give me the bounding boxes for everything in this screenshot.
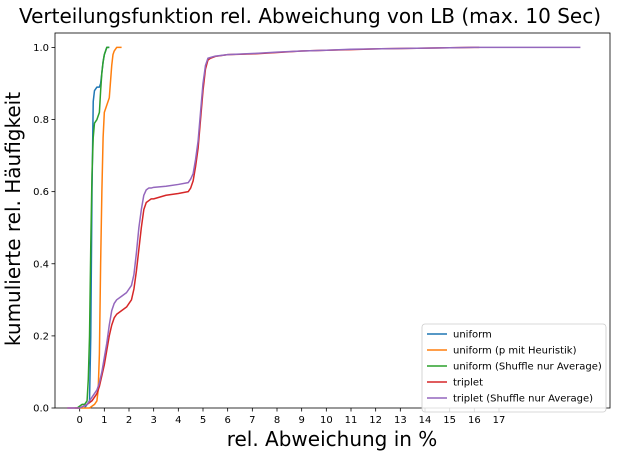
legend-label-1: uniform (p mit Heuristik) bbox=[453, 346, 577, 357]
y-tick-label: 0.0 bbox=[33, 404, 49, 415]
x-tick-label: 0 bbox=[76, 415, 82, 426]
x-tick-label: 13 bbox=[394, 415, 407, 426]
x-tick-label: 14 bbox=[419, 415, 432, 426]
x-tick-label: 8 bbox=[274, 415, 280, 426]
legend-label-3: triplet bbox=[453, 378, 483, 389]
x-tick-label: 7 bbox=[249, 415, 255, 426]
x-tick-label: 11 bbox=[345, 415, 358, 426]
y-tick-label: 0.6 bbox=[33, 187, 49, 198]
series-line-3 bbox=[67, 46, 480, 409]
x-tick-label: 16 bbox=[468, 415, 481, 426]
x-tick-label: 1 bbox=[101, 415, 107, 426]
y-tick-label: 0.2 bbox=[33, 331, 49, 342]
y-tick-label: 1.0 bbox=[33, 43, 49, 54]
x-tick-label: 6 bbox=[224, 415, 230, 426]
x-tick-label: 4 bbox=[175, 415, 181, 426]
legend-box bbox=[421, 323, 607, 413]
x-tick-label: 9 bbox=[298, 415, 304, 426]
chart-title: Verteilungsfunktion rel. Abweichung von … bbox=[19, 4, 601, 28]
legend: uniform uniform (p mit Heuristik) uniform … bbox=[421, 323, 607, 413]
x-tick-label: 2 bbox=[126, 415, 132, 426]
plot-area: 0 1 2 3 4 5 6 7 8 9 10 11 12 13 14 15 16 170.00.20.40.60.… bbox=[33, 32, 611, 426]
legend-label-4: triplet (Shuffle nur Average) bbox=[453, 394, 593, 405]
x-axis-label: rel. Abweichung in % bbox=[227, 427, 438, 451]
y-axis-label: kumulierte rel. Häufigkeit bbox=[1, 92, 25, 346]
x-tick-label: 3 bbox=[150, 415, 156, 426]
x-tick-label: 15 bbox=[443, 415, 456, 426]
plot-frame bbox=[54, 32, 611, 409]
x-tick-label: 10 bbox=[320, 415, 333, 426]
legend-label-2: uniform (Shuffle nur Average) bbox=[453, 362, 602, 373]
series-line-2 bbox=[76, 46, 110, 409]
series-line-1 bbox=[74, 46, 122, 409]
y-tick-label: 0.4 bbox=[33, 259, 49, 270]
x-tick-label: 12 bbox=[369, 415, 382, 426]
legend-label-0: uniform bbox=[453, 330, 492, 341]
x-tick-label: 5 bbox=[200, 415, 206, 426]
series-line-4 bbox=[67, 46, 581, 409]
y-tick-label: 0.8 bbox=[33, 115, 49, 126]
x-tick-label: 17 bbox=[493, 415, 506, 426]
